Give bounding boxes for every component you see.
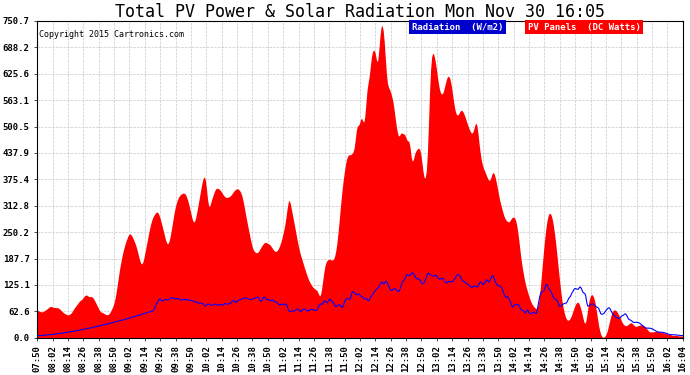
Text: PV Panels  (DC Watts): PV Panels (DC Watts) [528,22,641,32]
Text: Copyright 2015 Cartronics.com: Copyright 2015 Cartronics.com [39,30,184,39]
Title: Total PV Power & Solar Radiation Mon Nov 30 16:05: Total PV Power & Solar Radiation Mon Nov… [115,3,605,21]
Text: Radiation  (W/m2): Radiation (W/m2) [412,22,503,32]
